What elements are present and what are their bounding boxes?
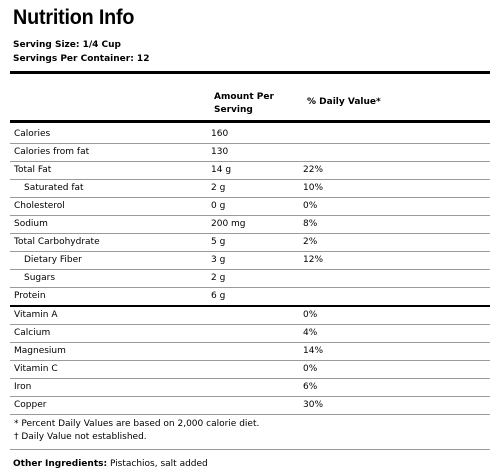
table-row: Copper 30% (10, 397, 490, 415)
table-row: Sodium 200 mg 8% (10, 216, 490, 234)
nutrient-daily-value: 2% (303, 237, 318, 247)
nutrient-name: Vitamin A (14, 310, 58, 320)
serving-size: Serving Size: 1/4 Cup (13, 40, 121, 50)
table-row: Calories from fat 130 (10, 144, 490, 162)
table-row: Protein 6 g (10, 288, 490, 307)
header-daily-value: % Daily Value* (307, 97, 381, 107)
nutrient-name: Calcium (14, 328, 51, 338)
footnote-dagger: † Daily Value not established. (14, 432, 147, 442)
page-title: Nutrition Info (13, 6, 135, 29)
footnotes: * Percent Daily Values are based on 2,00… (14, 418, 259, 444)
nutrient-name: Total Fat (14, 165, 52, 175)
nutrient-name: Iron (14, 382, 32, 392)
nutrient-daily-value: 0% (303, 364, 318, 374)
nutrient-table: Calories 160 Calories from fat 130 Total Fat… (10, 126, 490, 415)
nutrient-daily-value: 10% (303, 183, 324, 193)
nutrient-name: Saturated fat (24, 183, 84, 193)
table-row: Vitamin A 0% (10, 307, 490, 325)
nutrient-amount: 0 g (211, 201, 226, 211)
table-row: Saturated fat 2 g 10% (10, 180, 490, 198)
nutrient-daily-value: 14% (303, 346, 324, 356)
table-row: Vitamin C 0% (10, 361, 490, 379)
nutrient-daily-value: 4% (303, 328, 318, 338)
nutrient-amount: 14 g (211, 165, 232, 175)
table-row: Iron 6% (10, 379, 490, 397)
table-row: Calcium 4% (10, 325, 490, 343)
nutrient-amount: 200 mg (211, 219, 246, 229)
table-row: Dietary Fiber 3 g 12% (10, 252, 490, 270)
nutrient-name: Calories from fat (14, 147, 90, 157)
nutrient-amount: 160 (211, 129, 229, 139)
divider-top (10, 71, 490, 74)
nutrient-name: Protein (14, 291, 46, 301)
nutrient-amount: 2 g (211, 273, 226, 283)
nutrient-name: Copper (14, 400, 47, 410)
nutrient-amount: 5 g (211, 237, 226, 247)
table-row: Sugars 2 g (10, 270, 490, 288)
nutrient-name: Sugars (24, 273, 56, 283)
other-ingredients: Other Ingredients: Pistachios, salt adde… (13, 459, 208, 469)
nutrient-name: Total Carbohydrate (14, 237, 100, 247)
nutrient-daily-value: 30% (303, 400, 324, 410)
nutrient-daily-value: 0% (303, 201, 318, 211)
table-row: Cholesterol 0 g 0% (10, 198, 490, 216)
table-row: Calories 160 (10, 126, 490, 144)
nutrient-name: Vitamin C (14, 364, 58, 374)
table-row: Magnesium 14% (10, 343, 490, 361)
other-ingredients-label: Other Ingredients: (13, 459, 108, 469)
nutrient-daily-value: 22% (303, 165, 324, 175)
footnote-percent: * Percent Daily Values are based on 2,00… (14, 419, 260, 429)
nutrient-daily-value: 12% (303, 255, 324, 265)
divider-header (10, 120, 490, 123)
nutrient-amount: 2 g (211, 183, 226, 193)
other-ingredients-value: Pistachios, salt added (107, 459, 208, 469)
nutrient-amount: 6 g (211, 291, 226, 301)
header-amount-per-serving: Amount Per Serving (214, 92, 274, 115)
table-row: Total Carbohydrate 5 g 2% (10, 234, 490, 252)
nutrient-name: Calories (14, 129, 51, 139)
nutrient-amount: 3 g (211, 255, 226, 265)
nutrient-name: Sodium (14, 219, 48, 229)
nutrient-name: Magnesium (14, 346, 66, 356)
nutrient-name: Dietary Fiber (24, 255, 82, 265)
servings-per-container: Servings Per Container: 12 (13, 54, 150, 64)
nutrient-daily-value: 8% (303, 219, 318, 229)
table-row: Total Fat 14 g 22% (10, 162, 490, 180)
nutrient-daily-value: 0% (303, 310, 318, 320)
nutrient-amount: 130 (211, 147, 229, 157)
divider-bottom (10, 449, 490, 450)
nutrient-daily-value: 6% (303, 382, 318, 392)
nutrient-name: Cholesterol (14, 201, 65, 211)
